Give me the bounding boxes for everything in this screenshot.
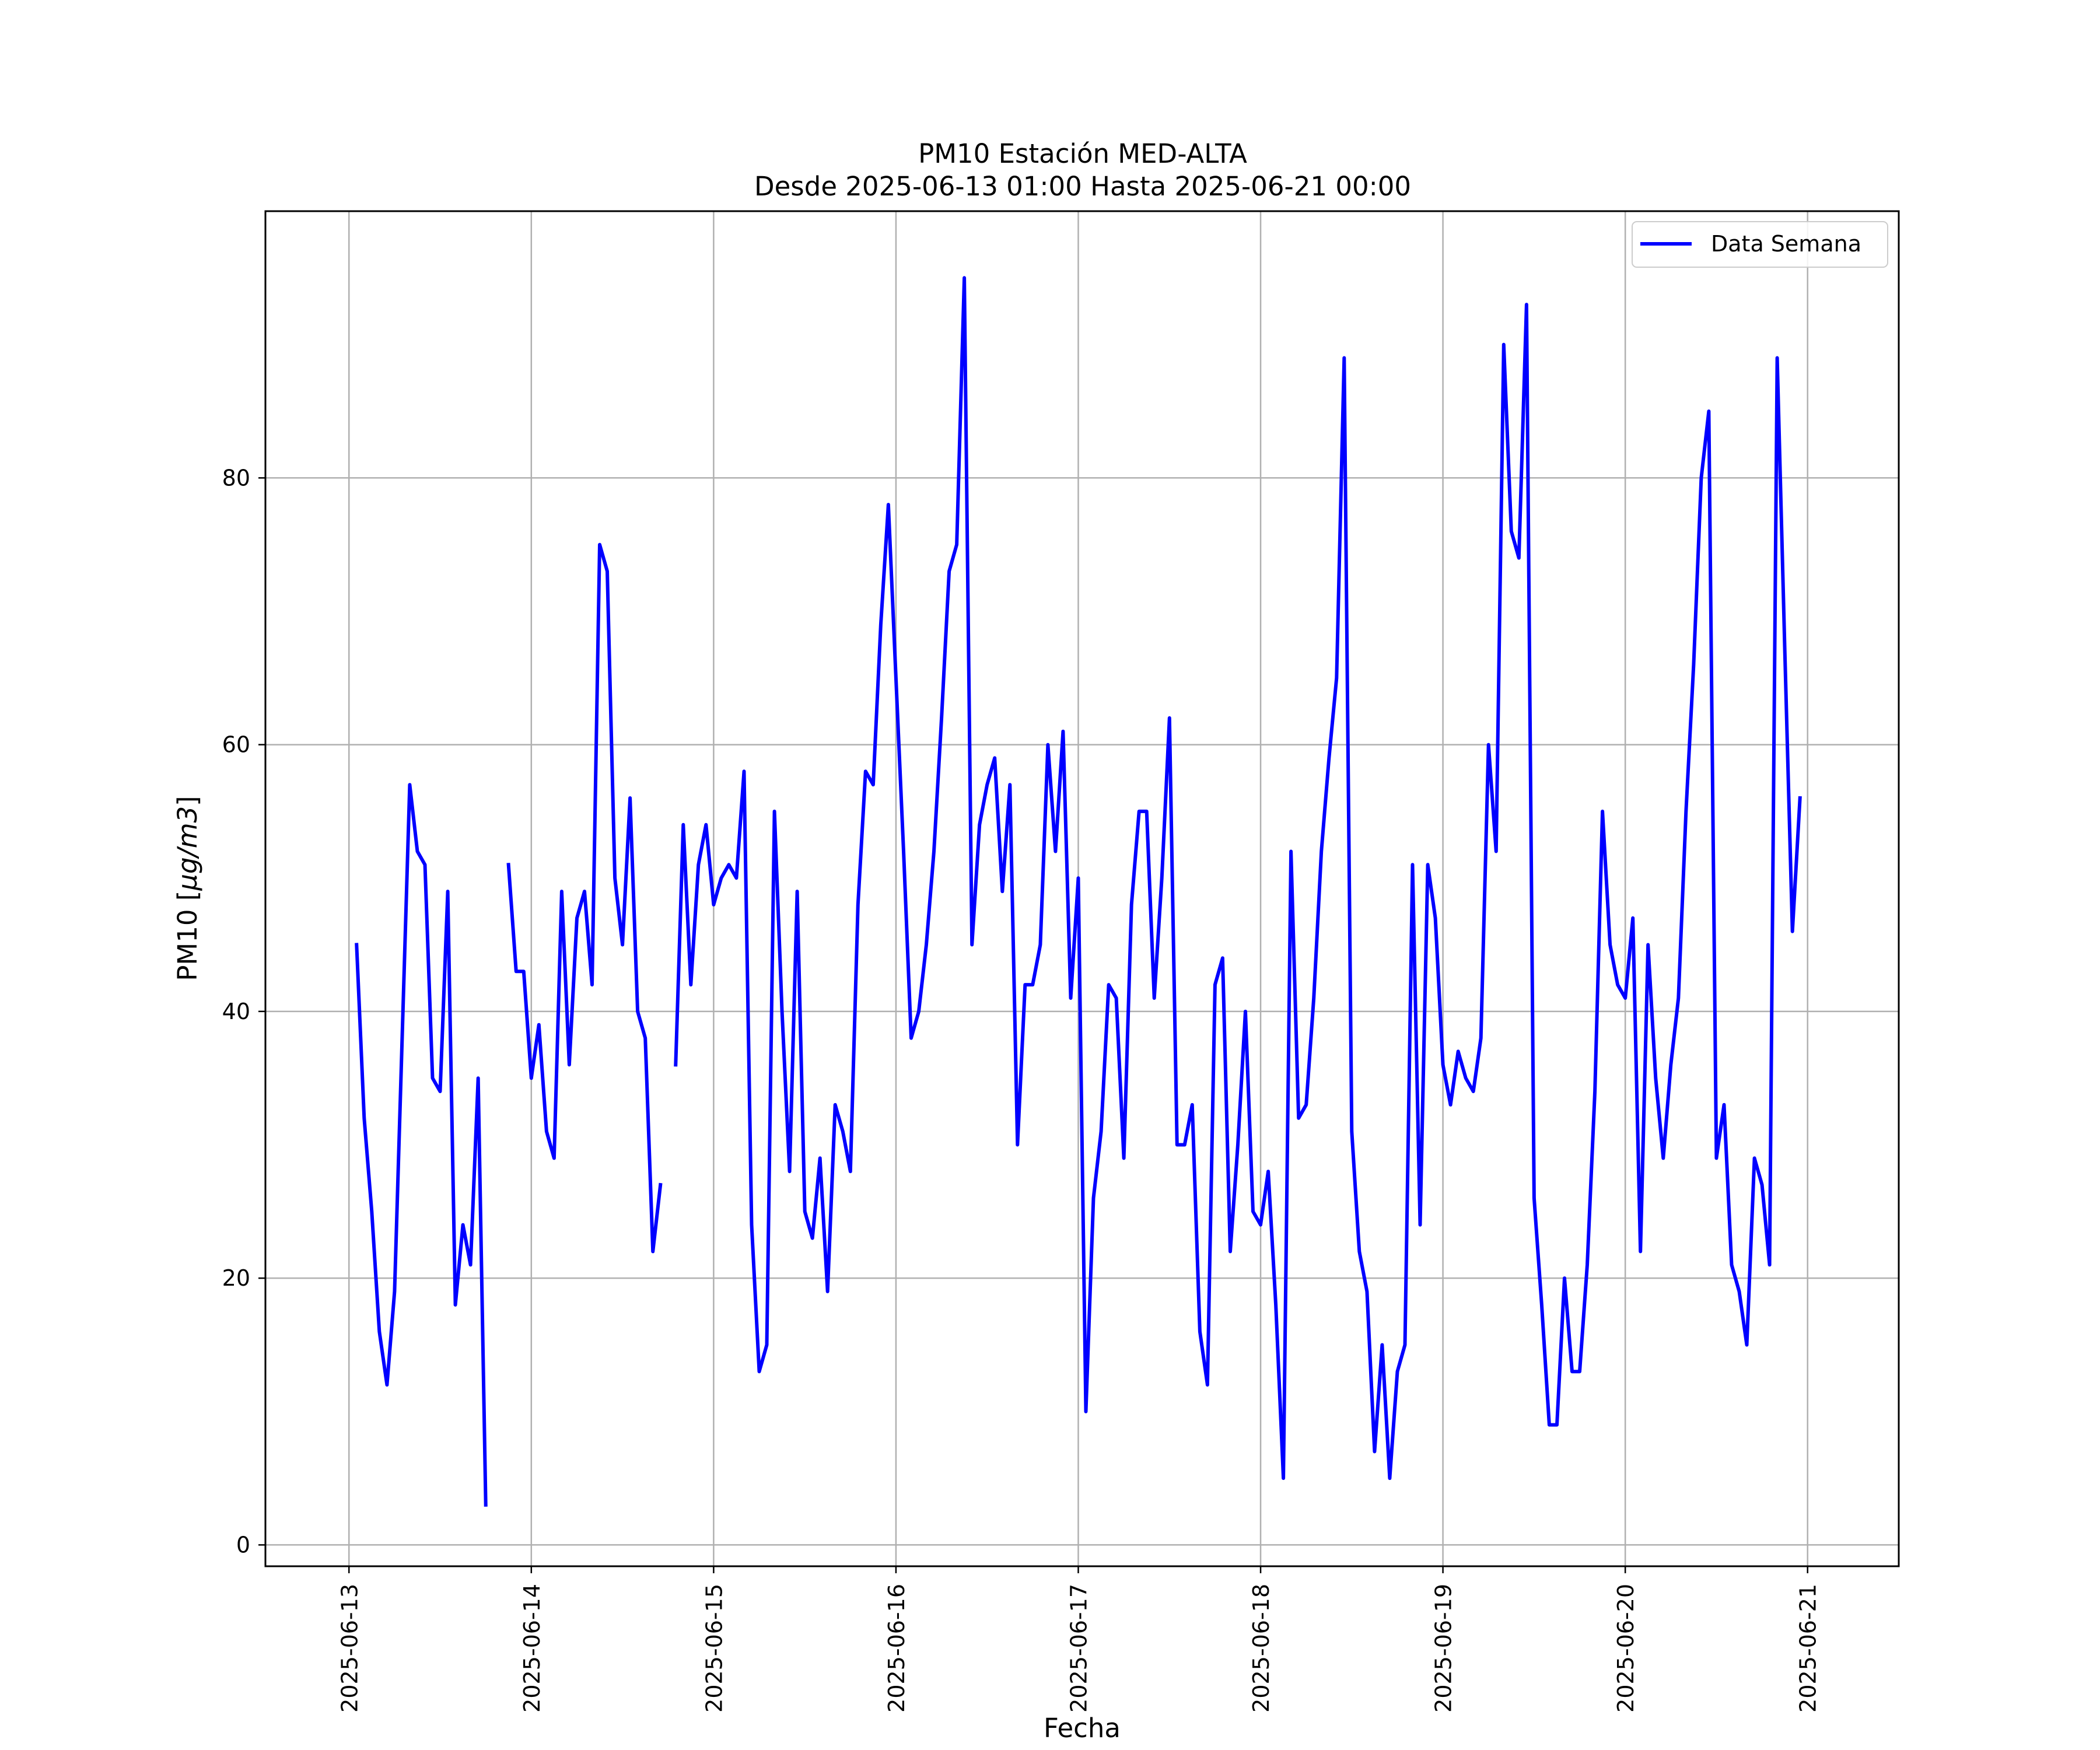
series-data-semana	[355, 276, 1802, 1507]
y-axis-label: PM10 [µg/m3]	[172, 796, 203, 981]
y-tick-label: 20	[222, 1265, 250, 1291]
chart-subtitle: Desde 2025-06-13 01:00 Hasta 2025-06-21 …	[754, 171, 1411, 202]
x-axis-ticks: 2025-06-13 2025-06-14 2025-06-15 2025-06-16…	[337, 1566, 1821, 1713]
y-tick-label: 60	[222, 732, 250, 758]
x-tick-label: 2025-06-13	[337, 1584, 362, 1713]
legend-label-data-semana: Data Semana	[1711, 231, 1861, 257]
x-tick-label: 2025-06-20	[1613, 1584, 1639, 1713]
legend-box	[1632, 221, 1888, 268]
y-axis-ticks: 0 20 40 60 80	[222, 465, 265, 1558]
y-axis-label-prefix: PM10 [	[172, 891, 203, 981]
x-tick-label: 2025-06-14	[519, 1584, 545, 1713]
plot-frame	[264, 210, 1900, 1567]
x-tick-label: 2025-06-15	[701, 1584, 727, 1713]
series-line-data-semana	[355, 276, 1802, 1507]
y-axis-label-suffix: ]	[172, 796, 203, 806]
y-tick-label: 40	[222, 999, 250, 1024]
legend: Data Semana	[1632, 221, 1888, 268]
x-tick-label: 2025-06-19	[1431, 1584, 1457, 1713]
x-tick-label: 2025-06-21	[1796, 1584, 1821, 1713]
x-tick-label: 2025-06-18	[1248, 1584, 1274, 1713]
y-tick-label: 0	[236, 1532, 250, 1558]
x-axis-label: Fecha	[1044, 1713, 1121, 1744]
x-tick-label: 2025-06-16	[884, 1584, 909, 1713]
y-tick-label: 80	[222, 465, 250, 491]
y-axis-label-unit: µg/m3	[172, 806, 203, 891]
x-tick-label: 2025-06-17	[1066, 1584, 1091, 1713]
chart-title: PM10 Estación MED-ALTA	[918, 138, 1247, 169]
